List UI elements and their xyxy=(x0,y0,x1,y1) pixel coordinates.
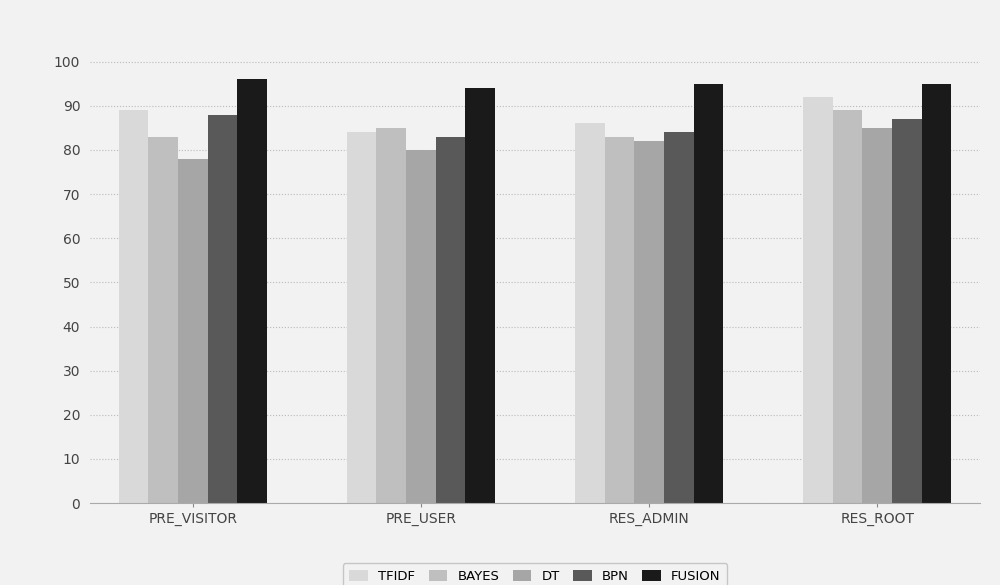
Bar xyxy=(664,132,694,503)
Bar xyxy=(833,110,862,503)
Bar xyxy=(803,97,833,503)
Bar xyxy=(634,141,664,503)
Bar xyxy=(376,128,406,503)
Bar xyxy=(406,150,436,503)
Bar xyxy=(347,132,376,503)
Bar xyxy=(436,137,465,503)
Bar xyxy=(237,80,267,503)
Bar xyxy=(148,137,178,503)
Bar xyxy=(922,84,951,503)
Bar xyxy=(465,88,495,503)
Bar xyxy=(178,159,208,503)
Bar xyxy=(208,115,237,503)
Bar xyxy=(694,84,723,503)
Bar xyxy=(862,128,892,503)
Bar xyxy=(119,110,148,503)
Legend: TFIDF, BAYES, DT, BPN, FUSION: TFIDF, BAYES, DT, BPN, FUSION xyxy=(343,563,727,585)
Bar xyxy=(575,123,605,503)
Bar xyxy=(892,119,922,503)
Bar xyxy=(605,137,634,503)
